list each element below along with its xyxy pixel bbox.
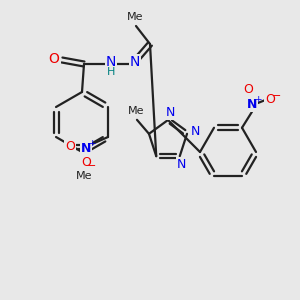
Text: Me: Me [128,106,144,116]
Text: N: N [190,125,200,138]
Text: H: H [107,67,115,77]
Text: O: O [65,140,75,154]
Text: +: + [254,95,262,104]
Text: N: N [81,142,91,154]
Text: N: N [247,98,257,111]
Text: O: O [265,93,275,106]
Text: N: N [106,55,116,69]
Text: O: O [49,52,59,66]
Text: O: O [81,157,91,169]
Text: O: O [243,83,253,96]
Text: −: − [87,161,97,171]
Text: Me: Me [127,12,143,22]
Text: +: + [88,139,96,148]
Text: Me: Me [76,171,92,181]
Text: N: N [130,55,140,69]
Text: −: − [272,91,282,101]
Text: N: N [177,158,186,171]
Text: N: N [165,106,175,118]
